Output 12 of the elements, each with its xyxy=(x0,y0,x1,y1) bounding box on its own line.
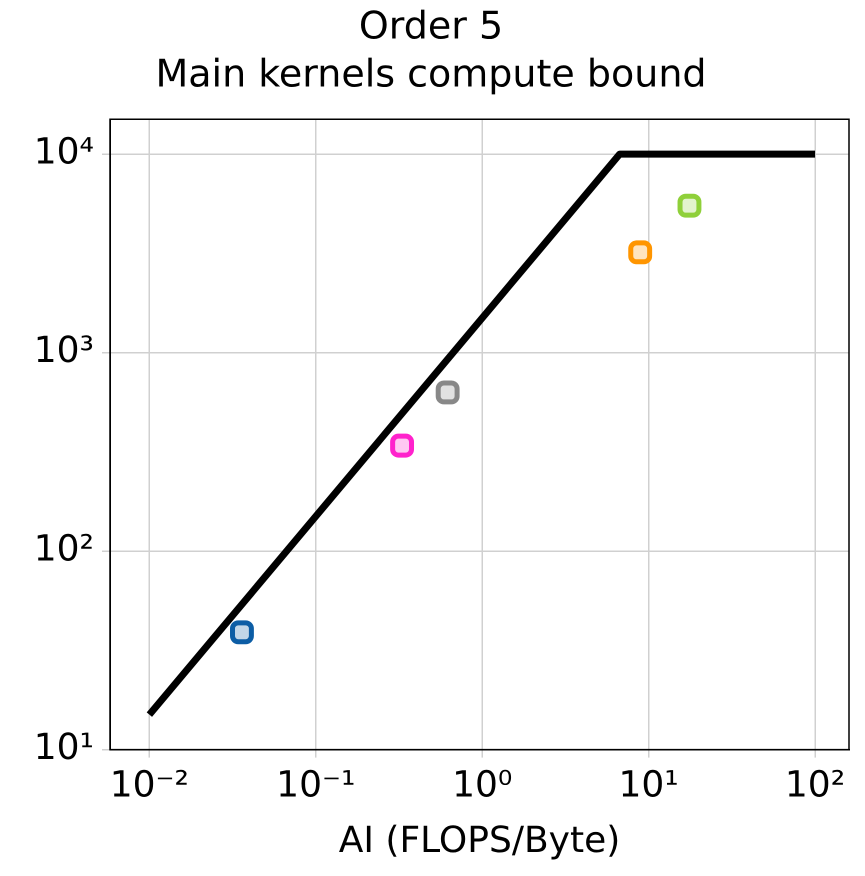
x-tick-label: 10² xyxy=(784,764,846,806)
y-tick-label: 10³ xyxy=(34,330,94,371)
y-tick-label: 10² xyxy=(34,528,94,570)
chart-subtitle: Main kernels compute bound xyxy=(155,51,707,96)
x-tick-label: 10⁻² xyxy=(110,764,189,806)
y-tick-label: 10⁴ xyxy=(34,132,94,173)
x-tick-label: 10⁰ xyxy=(452,764,512,806)
y-tick-label: 10¹ xyxy=(34,726,94,768)
x-tick-label: 10⁻¹ xyxy=(276,764,356,806)
chart-title: Order 5 xyxy=(358,4,504,48)
x-tick-label: 10¹ xyxy=(618,764,679,806)
x-axis-title: AI (FLOPS/Byte) xyxy=(338,820,620,861)
